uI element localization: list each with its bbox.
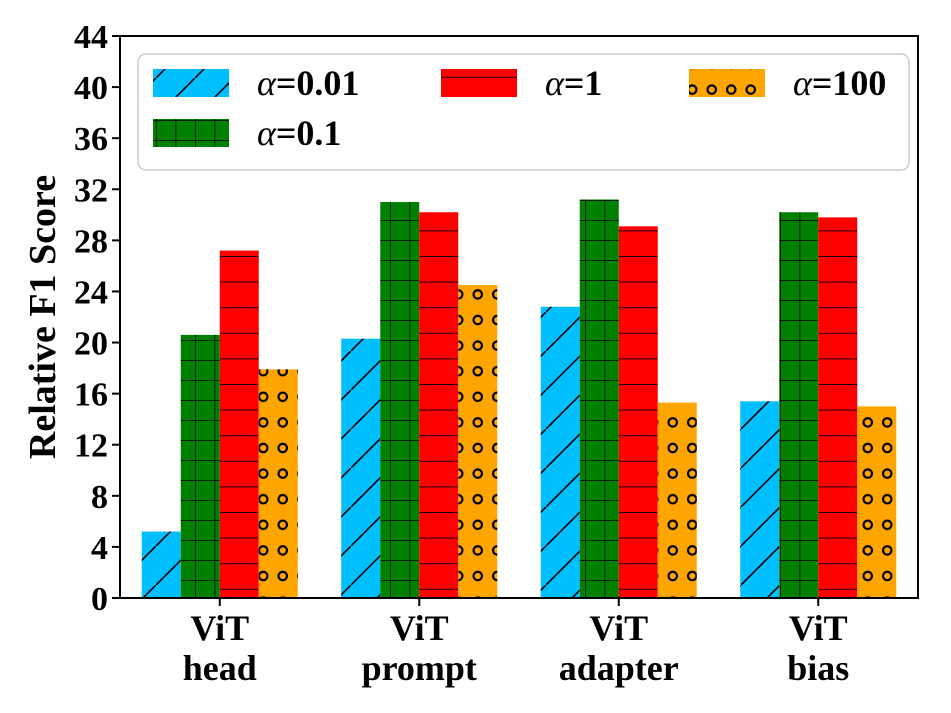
legend-label: α=0.01 <box>257 63 359 103</box>
y-tick-label: 0 <box>91 581 108 618</box>
bar-hatch-diagonal-3 <box>740 401 780 598</box>
legend-label: α=1 <box>545 63 602 103</box>
bar-hatch-diagonal-2 <box>540 306 580 598</box>
y-tick-label: 32 <box>74 172 108 209</box>
bar-hatch-grid-1 <box>380 202 420 598</box>
x-tick-label: ViT prompt <box>362 608 477 688</box>
bar-hatch-horizontal-0 <box>219 250 259 598</box>
y-tick-label: 40 <box>74 70 108 107</box>
y-tick-label: 4 <box>91 530 108 567</box>
y-tick-label: 44 <box>74 19 108 56</box>
bar-hatch-grid-2 <box>579 199 619 598</box>
bar-hatch-circles-1 <box>458 285 498 598</box>
bar-hatch-grid-3 <box>779 212 819 598</box>
y-tick-label: 12 <box>74 428 108 465</box>
x-tick-label: ViT adapter <box>559 608 679 688</box>
legend: α=0.01 α=0.1 α=1 α=100 <box>137 53 910 171</box>
y-axis: 0 4 8 12 16 20 24 28 32 36 40 44 <box>74 19 120 618</box>
y-tick-label: 16 <box>74 377 108 414</box>
y-tick-label: 24 <box>74 274 108 311</box>
x-tick-label: ViT head <box>183 608 257 688</box>
bar-hatch-horizontal-3 <box>818 217 858 598</box>
bar-hatch-horizontal-1 <box>419 212 459 598</box>
x-tick-label: ViT bias <box>787 608 849 688</box>
y-tick-label: 36 <box>74 121 108 158</box>
y-tick-label: 28 <box>74 223 108 260</box>
y-tick-label: 8 <box>91 479 108 516</box>
bar-hatch-circles-0 <box>258 369 298 598</box>
legend-label: α=100 <box>793 63 886 103</box>
plot-frame <box>119 35 919 599</box>
bar-hatch-horizontal-2 <box>618 226 658 598</box>
y-axis-title: Relative F1 Score <box>22 175 64 459</box>
bars-layer <box>141 199 897 598</box>
legend-swatch-hatch-circles <box>689 69 765 97</box>
legend-swatch-hatch-grid <box>153 119 229 147</box>
y-tick-label: 20 <box>74 326 108 363</box>
bar-hatch-diagonal-0 <box>141 531 181 598</box>
bar-hatch-circles-2 <box>657 402 697 598</box>
bar-hatch-diagonal-1 <box>341 338 381 598</box>
legend-swatch-hatch-horizontal <box>441 69 517 97</box>
x-axis: ViT head ViT prompt ViT adapter ViT bias <box>183 598 849 688</box>
bar-hatch-grid-0 <box>180 334 220 598</box>
legend-label: α=0.1 <box>257 113 341 153</box>
legend-swatch-hatch-diagonal <box>153 69 229 97</box>
bar-hatch-circles-3 <box>857 406 897 598</box>
